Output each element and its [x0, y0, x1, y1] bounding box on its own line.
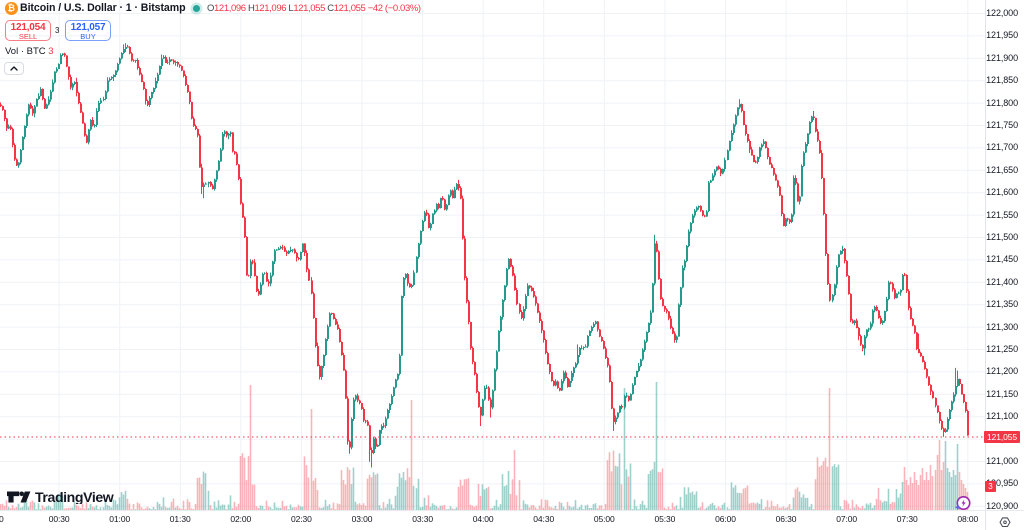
svg-text:TradingView: TradingView: [35, 490, 114, 504]
